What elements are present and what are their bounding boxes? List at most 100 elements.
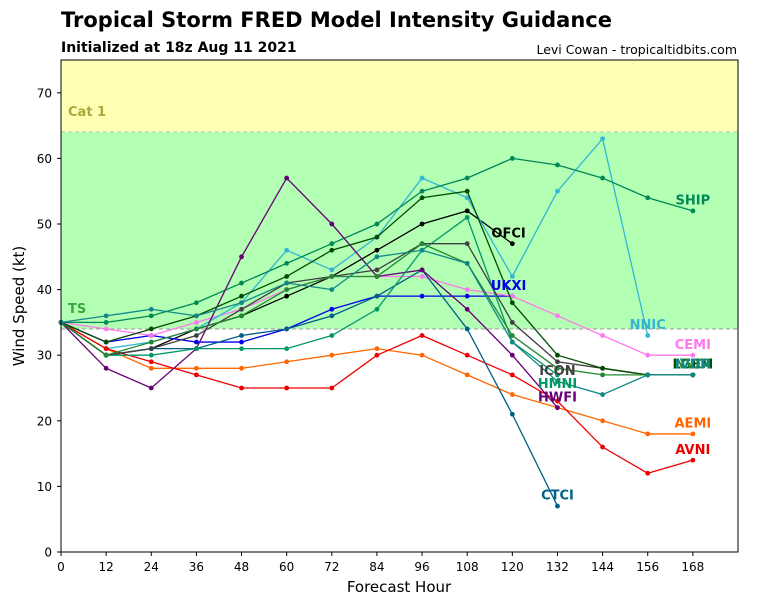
point-lgem-60 <box>284 274 290 279</box>
point-ivdr-12 <box>103 313 109 319</box>
point-ofci-84 <box>374 247 380 253</box>
band-label-ts: TS <box>68 302 86 317</box>
point-aemi-168 <box>690 431 696 437</box>
series-label-lgem: LGEM <box>672 358 713 373</box>
series-label-nvgi: NVGI <box>675 358 711 373</box>
point-nvgi-120 <box>509 333 515 338</box>
point-ctci-120 <box>509 411 515 417</box>
series-line-hmni <box>60 216 558 376</box>
point-icon-108 <box>464 241 470 247</box>
point-nvgi-48 <box>239 313 244 319</box>
point-ctci-132 <box>555 503 560 509</box>
point-aemi-72 <box>329 352 335 358</box>
point-ivdr-72 <box>329 287 335 292</box>
point-aemi-36 <box>194 365 199 371</box>
point-cemi-168 <box>690 352 696 358</box>
point-ivdr-96 <box>419 247 425 253</box>
point-hmni-60 <box>284 346 290 352</box>
x-tick-label-96: 96 <box>414 560 429 574</box>
point-avni-36 <box>194 372 199 378</box>
series-label-icon: ICON <box>539 364 575 379</box>
point-nnic-108 <box>464 195 470 201</box>
point-ivdr-36 <box>194 313 199 319</box>
point-ivdr-24 <box>148 306 154 312</box>
x-tick-label-48: 48 <box>234 560 249 574</box>
band-ts <box>61 132 738 329</box>
point-ukxi-108 <box>464 293 470 299</box>
point-nnic-72 <box>329 267 335 273</box>
point-ctci-72 <box>329 313 335 319</box>
point-cemi-156 <box>645 352 651 358</box>
point-hmni-72 <box>329 333 335 338</box>
point-nvgi-36 <box>194 326 199 332</box>
series-label-ofci: OFCI <box>491 226 525 241</box>
point-ofci-120 <box>509 241 515 247</box>
point-cemi-144 <box>600 333 605 338</box>
point-hmni-48 <box>239 346 244 352</box>
point-aemi-144 <box>600 418 605 424</box>
x-axis-label: Forecast Hour <box>347 578 452 596</box>
point-ivdr-60 <box>284 280 290 286</box>
chart-subtitle: Initialized at 18z Aug 11 2021 <box>61 40 297 56</box>
y-axis-label: Wind Speed (kt) <box>10 246 28 367</box>
point-aemi-96 <box>419 352 425 358</box>
point-avni-60 <box>284 385 290 391</box>
x-tick-label-168: 168 <box>681 560 704 574</box>
series-label-ship: SHIP <box>676 194 711 209</box>
series-label-ctci: CTCI <box>541 489 574 504</box>
x-tick-label-120: 120 <box>501 560 524 574</box>
point-hwfi-60 <box>284 175 290 181</box>
series-label-nnic: NNIC <box>630 318 666 333</box>
point-nvgi-144 <box>600 372 605 378</box>
point-hwfi-48 <box>239 254 244 260</box>
y-tick-label-60: 60 <box>37 152 52 166</box>
point-avni-144 <box>600 444 605 450</box>
x-tick-label-108: 108 <box>456 560 479 574</box>
point-lgem-84 <box>374 234 380 240</box>
point-ivdr-156 <box>645 372 651 378</box>
point-aemi-120 <box>509 392 515 397</box>
series-label-cemi: CEMI <box>675 338 711 353</box>
point-hwfi-24 <box>148 385 154 391</box>
point-cemi-36 <box>194 320 199 325</box>
point-nnic-120 <box>509 274 515 279</box>
x-tick-label-0: 0 <box>57 560 65 574</box>
point-ship-36 <box>194 300 199 306</box>
point-ukxi-96 <box>419 293 425 299</box>
point-ship-132 <box>555 162 560 168</box>
point-avni-84 <box>374 352 380 358</box>
point-hmni-36 <box>194 346 199 352</box>
point-ofci-108 <box>464 208 470 214</box>
x-tick-label-84: 84 <box>369 560 384 574</box>
series-label-aemi: AEMI <box>675 417 712 432</box>
series-line-aemi <box>60 321 693 435</box>
x-tick-label-144: 144 <box>591 560 614 574</box>
point-avni-132 <box>555 398 560 404</box>
point-lgem-48 <box>239 293 244 299</box>
x-tick-label-24: 24 <box>144 560 159 574</box>
point-aemi-84 <box>374 346 380 352</box>
point-icon-48 <box>239 306 244 312</box>
point-lgem-132 <box>555 352 560 358</box>
band-label-cat-1: Cat 1 <box>68 105 106 120</box>
series-label-avni: AVNI <box>675 443 710 458</box>
point-ivdr-48 <box>239 300 244 306</box>
point-ofci-96 <box>419 221 425 227</box>
point-lgem-108 <box>464 188 470 194</box>
point-ivdr-132 <box>555 379 560 384</box>
point-aemi-24 <box>148 365 154 371</box>
point-hmni-132 <box>555 372 560 378</box>
point-ivdr-84 <box>374 254 380 260</box>
point-lgem-72 <box>329 247 335 253</box>
model-labels: OFCI UKXI CEMI NNIC SHIP AEMI AVNI CTCI HWFIHMNI… <box>491 194 713 504</box>
point-ship-144 <box>600 175 605 181</box>
point-ship-120 <box>509 156 515 161</box>
point-cemi-24 <box>148 333 154 338</box>
point-hwfi-120 <box>509 352 515 358</box>
point-ukxi-36 <box>194 339 199 345</box>
point-ship-48 <box>239 280 244 286</box>
point-ship-84 <box>374 221 380 227</box>
point-nnic-60 <box>284 247 290 253</box>
point-ship-24 <box>148 313 154 319</box>
